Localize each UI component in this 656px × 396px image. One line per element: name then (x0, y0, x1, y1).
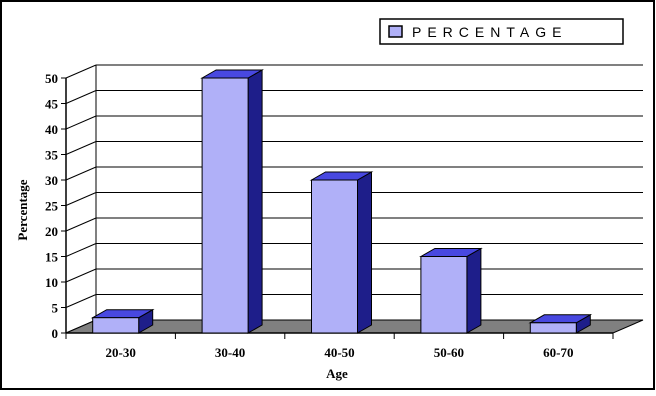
gridline-depth (65, 141, 97, 155)
x-tick-label: 40-50 (324, 345, 354, 360)
bar-side (357, 171, 372, 334)
gridline-depth (65, 243, 97, 257)
x-tick-label: 60-70 (543, 345, 573, 360)
bar (92, 317, 140, 334)
x-tick-label: 20-30 (106, 345, 136, 360)
bars (90, 69, 593, 334)
y-tick-label: 5 (52, 301, 59, 316)
bar (529, 322, 577, 334)
y-tick-label: 10 (45, 275, 58, 290)
y-tick-label: 35 (45, 148, 59, 163)
x-tick-label: 50-60 (434, 345, 464, 360)
gridline-depth (65, 294, 97, 308)
gridline-depth (65, 268, 97, 283)
gridline-depth (65, 90, 97, 104)
x-axis-title: Age (326, 366, 348, 381)
y-tick-label: 45 (45, 97, 59, 112)
y-axis-title: Percentage (15, 179, 30, 240)
y-tick-label: 15 (45, 250, 59, 265)
bar (201, 77, 249, 334)
legend-label: PERCENTAGE (412, 24, 567, 40)
gridline-depth (65, 64, 97, 79)
y-tick-label: 50 (45, 71, 58, 86)
y-tick-label: 25 (45, 199, 59, 214)
bar (420, 256, 468, 334)
gridline-depth (65, 217, 97, 232)
y-tick-label: 20 (45, 224, 58, 239)
bar-side (466, 247, 482, 334)
y-tick-label: 0 (52, 326, 59, 341)
bar (311, 179, 358, 334)
y-tick-label: 30 (45, 173, 58, 188)
x-tick-label: 30-40 (215, 345, 245, 360)
legend-swatch (388, 25, 403, 38)
gridline-depth (65, 115, 97, 130)
gridline-depth (65, 192, 97, 206)
legend: PERCENTAGE (379, 18, 624, 45)
bar-side (247, 69, 263, 334)
legend-box (379, 18, 624, 45)
y-tick-label: 40 (45, 122, 58, 137)
y-tick-labels: 0 5 10 15 20 25 30 35 40 45 50 (45, 71, 66, 341)
gridline-depth (65, 166, 97, 181)
x-category-labels: 20-30 30-40 40-50 50-60 60-70 (65, 333, 614, 360)
